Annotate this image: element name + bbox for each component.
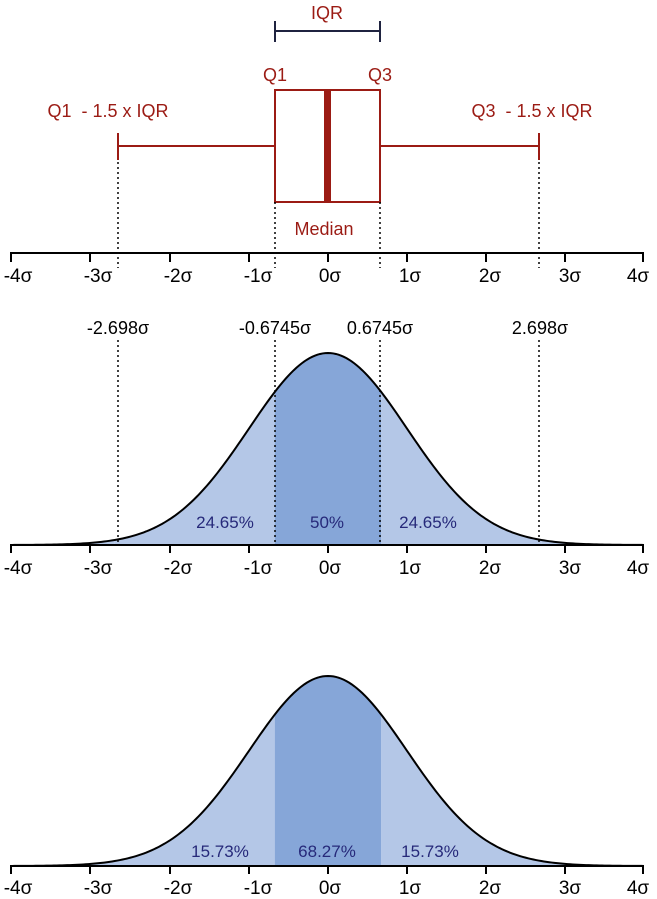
- axis-middle-tick-label: 2σ: [479, 558, 502, 579]
- axis-bottom-tick-label: 0σ: [319, 878, 342, 899]
- quantile-labels: -2.698σ -0.6745σ 0.6745σ 2.698σ: [87, 318, 568, 338]
- axis-bottom-tick-label: -4σ: [4, 878, 33, 899]
- curve2-right-percent: 15.73%: [401, 842, 459, 861]
- curve1-middle-region: [274, 353, 382, 545]
- axis-bottom-tick-label: 1σ: [399, 878, 422, 899]
- axis-top-tick-label: 3σ: [559, 266, 582, 287]
- axis-middle-tick-label: 3σ: [559, 558, 582, 579]
- axis-middle-tick-label: -2σ: [164, 558, 193, 579]
- curve2-line: [11, 674, 645, 867]
- axis-top: [10, 252, 644, 262]
- curve2-middle-region: [274, 676, 382, 866]
- axis-bottom-tick-label: -2σ: [164, 878, 193, 899]
- curve1-right-percent: 24.65%: [399, 513, 457, 532]
- lower-whisker-label: Q1 - 1.5 x IQR: [47, 101, 168, 121]
- axis-bottom-tick-label: 2σ: [479, 878, 502, 899]
- curve1-middle-percent: 50%: [310, 513, 344, 532]
- curve2-region-labels: 15.73% 68.27% 15.73%: [191, 842, 459, 861]
- curve1-region-labels: 24.65% 50% 24.65%: [196, 513, 457, 532]
- iqr-label: IQR: [311, 3, 343, 23]
- axis-top-tick-label: -2σ: [164, 266, 193, 287]
- axis-top-tick-labels: -4σ -3σ -2σ -1σ 0σ 1σ 2σ 3σ 4σ: [4, 266, 650, 287]
- axis-middle-tick-label: -1σ: [244, 558, 273, 579]
- axis-middle-tick-label: 1σ: [399, 558, 422, 579]
- curve2-middle-percent: 68.27%: [298, 842, 356, 861]
- curve1-line: [11, 351, 645, 546]
- axis-middle-tick-label: -3σ: [84, 558, 113, 579]
- axis-middle-tick-label: 4σ: [627, 558, 650, 579]
- axis-top-tick-label: 0σ: [319, 266, 342, 287]
- curve1: [11, 351, 645, 546]
- q3-label: Q3: [368, 65, 392, 85]
- axis-top-tick-label: -4σ: [4, 266, 33, 287]
- quantile-label-q1: -0.6745σ: [239, 318, 311, 338]
- quantile-label-q3: 0.6745σ: [347, 318, 413, 338]
- curve1-left-percent: 24.65%: [196, 513, 254, 532]
- axis-top-tick-label: 2σ: [479, 266, 502, 287]
- curve1-right-region: [381, 392, 542, 545]
- guide-lines: [117, 162, 540, 545]
- curve2-left-region: [12, 714, 275, 866]
- q1-label: Q1: [263, 65, 287, 85]
- median-label: Median: [294, 219, 353, 239]
- upper-whisker-label: Q3 - 1.5 x IQR: [471, 101, 592, 121]
- quantile-label-lower-whisker: -2.698σ: [87, 318, 149, 338]
- axis-bottom-tick-labels: -4σ -3σ -2σ -1σ 0σ 1σ 2σ 3σ 4σ: [4, 878, 650, 899]
- boxplot: [117, 89, 540, 203]
- curve2: [11, 674, 645, 867]
- axis-bottom-tick-label: 4σ: [627, 878, 650, 899]
- axis-bottom-tick-label: 3σ: [559, 878, 582, 899]
- axis-middle-tick-labels: -4σ -3σ -2σ -1σ 0σ 1σ 2σ 3σ 4σ: [4, 558, 650, 579]
- axis-top-tick-label: 1σ: [399, 266, 422, 287]
- axis-middle-tick-label: 0σ: [319, 558, 342, 579]
- axis-middle: [10, 544, 644, 553]
- axis-top-tick-label: 4σ: [627, 266, 650, 287]
- iqr-bracket: [274, 21, 381, 42]
- axis-bottom-tick-label: -1σ: [244, 878, 273, 899]
- axis-bottom-tick-label: -3σ: [84, 878, 113, 899]
- axis-bottom: [10, 865, 644, 874]
- quantile-label-upper-whisker: 2.698σ: [512, 318, 568, 338]
- axis-top-tick-label: -3σ: [84, 266, 113, 287]
- curve1-left-region: [114, 392, 275, 545]
- axis-middle-tick-label: -4σ: [4, 558, 33, 579]
- axis-top-tick-label: -1σ: [244, 266, 273, 287]
- curve2-left-percent: 15.73%: [191, 842, 249, 861]
- curve2-right-region: [381, 714, 644, 866]
